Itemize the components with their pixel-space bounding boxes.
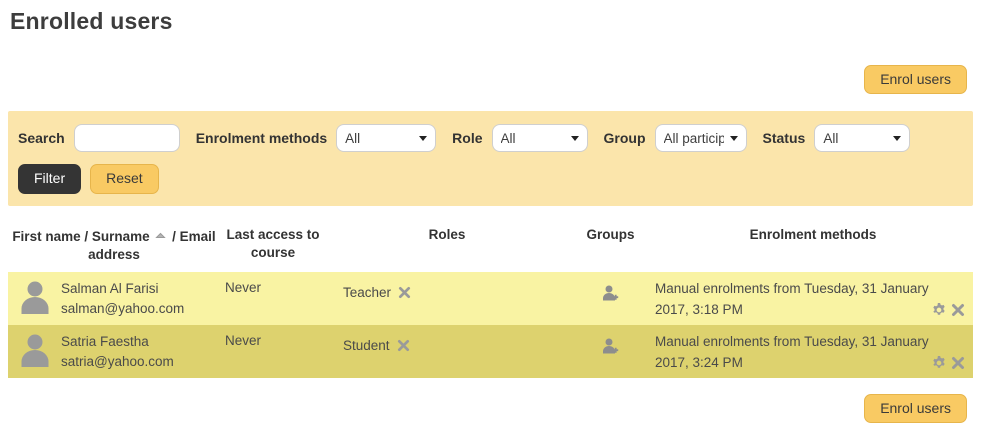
role-label: Role [452,130,483,147]
user-cell: Satria Faestha satria@yahoo.com [8,325,220,378]
groups-cell [568,325,653,378]
header-name-part1: First name / Surname [12,228,150,244]
header-name-email[interactable]: First name / Surname / Email address [8,226,220,272]
table-header-row: First name / Surname / Email address Las… [8,226,973,272]
reset-button[interactable]: Reset [90,164,159,194]
user-email: salman@yahoo.com [61,300,185,316]
role-value: All [500,130,516,146]
group-label: Group [603,130,646,147]
header-enrolment-methods: Enrolment methods [749,226,877,242]
user-avatar-icon [17,278,53,315]
header-groups: Groups [586,226,635,242]
remove-role-icon[interactable] [398,286,411,302]
enrolment-cell: Manual enrolments from Tuesday, 31 Janua… [653,325,973,378]
user-avatar-icon [17,331,53,368]
status-label: Status [762,130,806,147]
user-name: Salman Al Farisi [61,281,159,297]
enrolment-methods-label: Enrolment methods [195,130,328,147]
last-access-cell: Never [225,333,262,349]
groups-cell [568,272,653,325]
sort-ascending-icon[interactable] [155,226,167,244]
enrol-users-button-top[interactable]: Enrol users [864,65,967,95]
role-name: Student [343,338,390,354]
role-name: Teacher [343,285,392,301]
user-email: satria@yahoo.com [61,353,174,369]
group-value: All participants [663,130,724,146]
enrolment-methods-select[interactable]: All [336,124,437,153]
enrolled-users-page: Enrolled users Enrol users Search Enrolm… [0,8,981,434]
roles-cell: Teacher [326,272,568,325]
edit-enrolment-gear-icon[interactable] [932,303,946,317]
remove-role-icon[interactable] [397,339,410,355]
search-input[interactable] [73,124,180,153]
enrolment-methods-value: All [345,130,361,146]
header-name-part2: / Email address [88,228,216,262]
user-cell: Salman Al Farisi salman@yahoo.com [8,272,220,325]
page-title: Enrolled users [10,8,173,34]
enrolment-text: Manual enrolments from Tuesday, 31 Janua… [655,334,929,370]
enrolment-text: Manual enrolments from Tuesday, 31 Janua… [655,281,929,318]
enrol-users-button-bottom[interactable]: Enrol users [864,393,967,424]
roles-cell: Student [326,325,568,378]
status-select[interactable]: All [814,124,911,153]
chevron-down-icon [893,135,902,141]
user-name: Satria Faestha [61,334,149,350]
table-row: Salman Al Farisi salman@yahoo.com Never … [8,272,973,326]
table-row: Satria Faestha satria@yahoo.com Never St… [8,325,973,378]
add-to-group-icon[interactable] [601,337,620,378]
add-to-group-icon[interactable] [601,284,620,325]
delete-enrolment-icon[interactable] [951,303,965,317]
delete-enrolment-icon[interactable] [951,356,965,370]
role-select[interactable]: All [491,124,588,153]
header-last-access: Last access to course [226,226,320,260]
last-access-cell: Never [225,280,262,296]
enrolment-cell: Manual enrolments from Tuesday, 31 Janua… [653,272,973,325]
status-value: All [823,130,839,146]
chevron-down-icon [419,135,428,141]
chevron-down-icon [570,135,579,141]
enrolled-users-table: First name / Surname / Email address Las… [8,226,973,378]
chevron-down-icon [729,135,738,141]
search-label: Search [18,130,65,147]
filter-button[interactable]: Filter [18,164,82,194]
filter-panel: Search Enrolment methods All Role All Gr… [8,111,973,206]
header-roles: Roles [428,226,466,242]
edit-enrolment-gear-icon[interactable] [932,355,946,370]
group-select[interactable]: All participants [654,124,747,153]
